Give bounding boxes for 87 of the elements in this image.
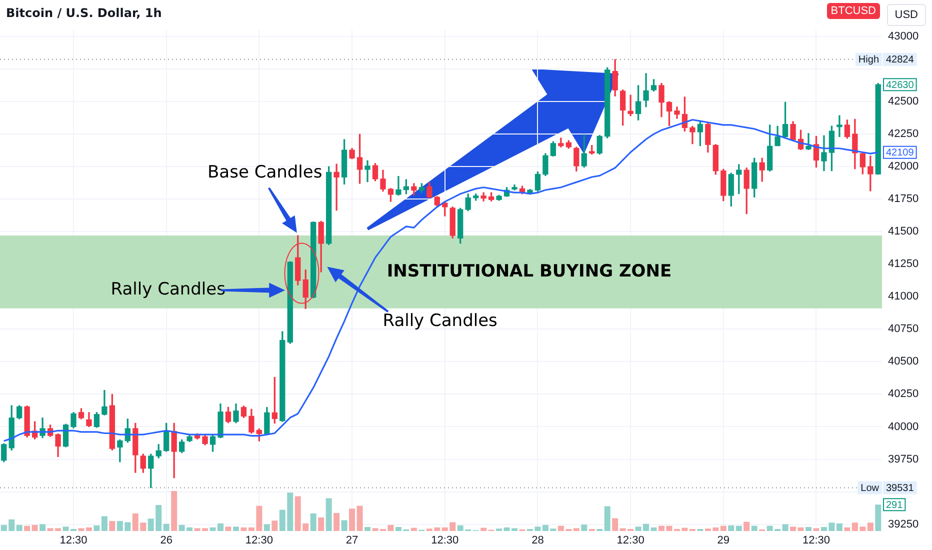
annotation: 291 bbox=[886, 500, 904, 511]
bar bbox=[310, 513, 316, 531]
bar bbox=[604, 506, 610, 531]
bar bbox=[334, 513, 340, 531]
y-tick-label: 42250 bbox=[888, 128, 919, 140]
y-tick-label: 41500 bbox=[888, 226, 919, 238]
y-tick-label: 42500 bbox=[888, 96, 919, 108]
y-tick-label: 39750 bbox=[888, 453, 919, 466]
bar bbox=[40, 524, 46, 531]
bar bbox=[782, 524, 788, 531]
y-tick-label: 41750 bbox=[888, 193, 919, 206]
x-tick-label: 12:30 bbox=[60, 534, 88, 546]
x-tick-label: 12:30 bbox=[616, 534, 644, 546]
x-tick-label: 29 bbox=[717, 534, 730, 546]
bar bbox=[225, 526, 232, 531]
bar bbox=[318, 517, 324, 531]
bar bbox=[171, 491, 178, 531]
bar bbox=[813, 528, 820, 531]
bar bbox=[612, 518, 618, 531]
bar bbox=[240, 527, 247, 531]
ref-line-label: High bbox=[858, 54, 880, 66]
bar bbox=[32, 525, 38, 531]
ref-line-label: Low bbox=[860, 482, 880, 494]
y-tick-label: 40750 bbox=[888, 323, 919, 336]
annotation: 42109 bbox=[886, 148, 914, 159]
bar bbox=[356, 506, 363, 531]
band-label: INSTITUTIONAL BUYING ZONE bbox=[386, 261, 672, 282]
annotation: Rally Candles bbox=[110, 280, 226, 300]
x-tick-label: 12:30 bbox=[431, 534, 459, 546]
bar bbox=[341, 520, 348, 531]
annotation: 39531 bbox=[886, 482, 914, 494]
y-tick-label: 40500 bbox=[888, 356, 919, 368]
y-tick-label: 43000 bbox=[888, 30, 919, 43]
annotation: Rally Candles bbox=[382, 311, 498, 332]
annotation: 42824 bbox=[886, 54, 914, 66]
bar bbox=[650, 527, 657, 531]
bar bbox=[744, 522, 750, 531]
bar bbox=[232, 526, 239, 531]
bar bbox=[736, 526, 742, 531]
bar bbox=[581, 524, 588, 531]
candlestick bbox=[364, 160, 370, 182]
y-tick-label: 40250 bbox=[888, 388, 919, 400]
bar bbox=[109, 521, 116, 531]
y-tick-label: 41250 bbox=[888, 258, 919, 270]
bar bbox=[16, 525, 22, 531]
bar bbox=[573, 528, 580, 531]
text: USD bbox=[886, 4, 926, 26]
bar bbox=[480, 528, 487, 531]
y-tick-label: 39250 bbox=[888, 518, 919, 530]
x-tick-label: 26 bbox=[160, 534, 172, 546]
chart-title: Bitcoin / U.S. Dollar, 1h bbox=[6, 6, 162, 20]
annotation: 42630 bbox=[886, 80, 914, 91]
bar bbox=[364, 527, 370, 531]
bar bbox=[163, 524, 170, 531]
bar bbox=[790, 526, 796, 531]
bar bbox=[326, 498, 332, 531]
y-tick-label: 41000 bbox=[888, 290, 919, 303]
bar bbox=[844, 527, 850, 531]
bar bbox=[24, 526, 30, 531]
candlestick bbox=[836, 115, 842, 137]
bar bbox=[751, 526, 758, 531]
bar bbox=[836, 523, 842, 531]
x-tick-label: 12:30 bbox=[245, 534, 273, 546]
text: BTCUSD bbox=[826, 3, 880, 19]
bar bbox=[101, 516, 108, 531]
bar bbox=[86, 527, 92, 531]
bar bbox=[372, 528, 378, 531]
candlestick bbox=[628, 94, 634, 116]
bar bbox=[728, 525, 734, 531]
bar bbox=[720, 526, 726, 531]
bar bbox=[867, 522, 874, 531]
bar bbox=[272, 520, 278, 531]
bar bbox=[78, 528, 84, 531]
y-tick-label: 42000 bbox=[888, 160, 919, 173]
bar bbox=[875, 504, 882, 531]
bar bbox=[94, 525, 100, 531]
bar bbox=[806, 527, 812, 531]
bar bbox=[349, 508, 356, 531]
bar bbox=[410, 528, 417, 531]
x-tick-label: 12:30 bbox=[802, 534, 830, 546]
y-tick-label: 40000 bbox=[888, 420, 919, 433]
x-tick-label: 27 bbox=[346, 534, 358, 546]
x-tick-label: 28 bbox=[532, 534, 544, 546]
candlestick bbox=[334, 164, 340, 211]
bar bbox=[264, 524, 270, 531]
bar bbox=[798, 527, 804, 531]
annotation: Base Candles bbox=[208, 162, 322, 182]
